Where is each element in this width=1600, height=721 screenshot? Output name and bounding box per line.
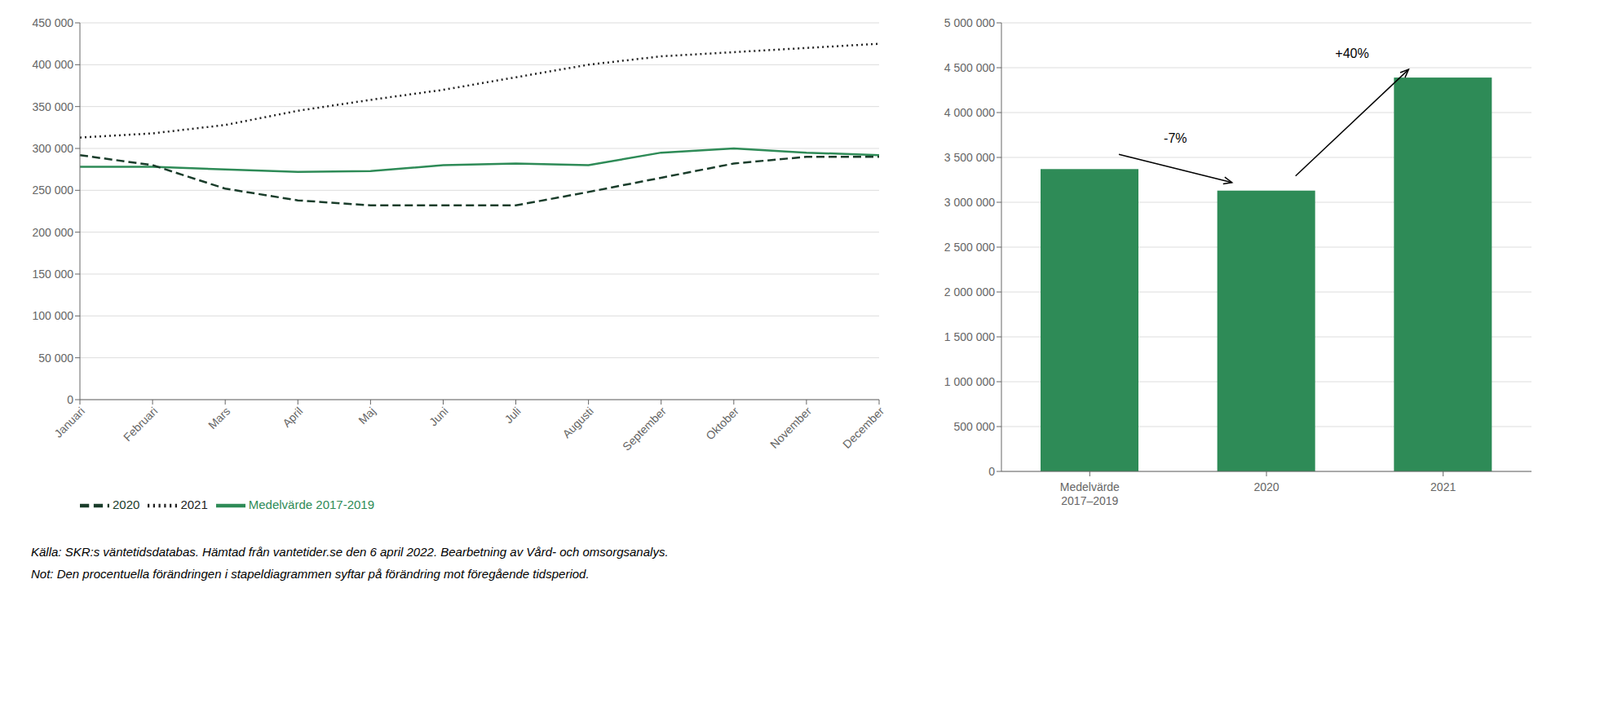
svg-text:0: 0 [988,464,995,478]
svg-text:Juli: Juli [502,404,524,426]
svg-text:-7%: -7% [1163,131,1187,146]
svg-text:2 000 000: 2 000 000 [944,285,995,299]
svg-text:2020: 2020 [1253,480,1279,494]
svg-text:0: 0 [66,393,74,407]
svg-text:2 500 000: 2 500 000 [944,240,995,254]
html-text:Källa: SKR:s väntetidsdatabas.: Källa: SKR:s väntetidsdatabas. Hämtad fr… [30,544,669,559]
html-text:2021: 2021 [180,497,208,512]
svg-text:350 000: 350 000 [31,100,74,114]
svg-text:100 000: 100 000 [31,309,74,323]
svg-text:450 000: 450 000 [31,16,74,30]
svg-text:Januari: Januari [51,404,88,441]
svg-text:1 000 000: 1 000 000 [944,375,995,389]
html-text:2020: 2020 [112,497,140,512]
svg-text:+40%: +40% [1334,46,1369,61]
svg-text:4 500 000: 4 500 000 [944,61,995,75]
svg-text:Medelvärde2017–2019: Medelvärde2017–2019 [1060,480,1120,508]
svg-text:Augusti: Augusti [559,404,596,441]
html-text:Medelvärde 2017-2019: Medelvärde 2017-2019 [248,497,375,512]
svg-text:200 000: 200 000 [31,225,74,239]
svg-text:250 000: 250 000 [31,183,74,197]
svg-text:Mars: Mars [205,404,233,432]
svg-text:400 000: 400 000 [31,57,74,71]
svg-text:November: November [767,404,814,451]
svg-text:4 000 000: 4 000 000 [944,106,995,120]
svg-text:300 000: 300 000 [31,141,74,155]
svg-text:2021: 2021 [1430,480,1456,494]
svg-text:Juni: Juni [426,404,451,429]
svg-text:5 000 000: 5 000 000 [944,16,995,30]
html-text:Not: Den procentuella förändri: Not: Den procentuella förändringen i sta… [30,566,590,581]
svg-text:3 500 000: 3 500 000 [944,150,995,164]
svg-text:3 000 000: 3 000 000 [944,195,995,209]
svg-text:April: April [279,404,305,430]
svg-text:Februari: Februari [120,404,160,444]
svg-text:Maj: Maj [355,404,378,427]
svg-text:1 500 000: 1 500 000 [944,330,995,344]
svg-text:500 000: 500 000 [953,419,995,434]
svg-text:150 000: 150 000 [31,267,74,281]
svg-text:Oktober: Oktober [702,404,742,443]
svg-text:December: December [839,404,887,451]
svg-text:50 000: 50 000 [38,351,74,365]
svg-text:September: September [619,404,669,454]
